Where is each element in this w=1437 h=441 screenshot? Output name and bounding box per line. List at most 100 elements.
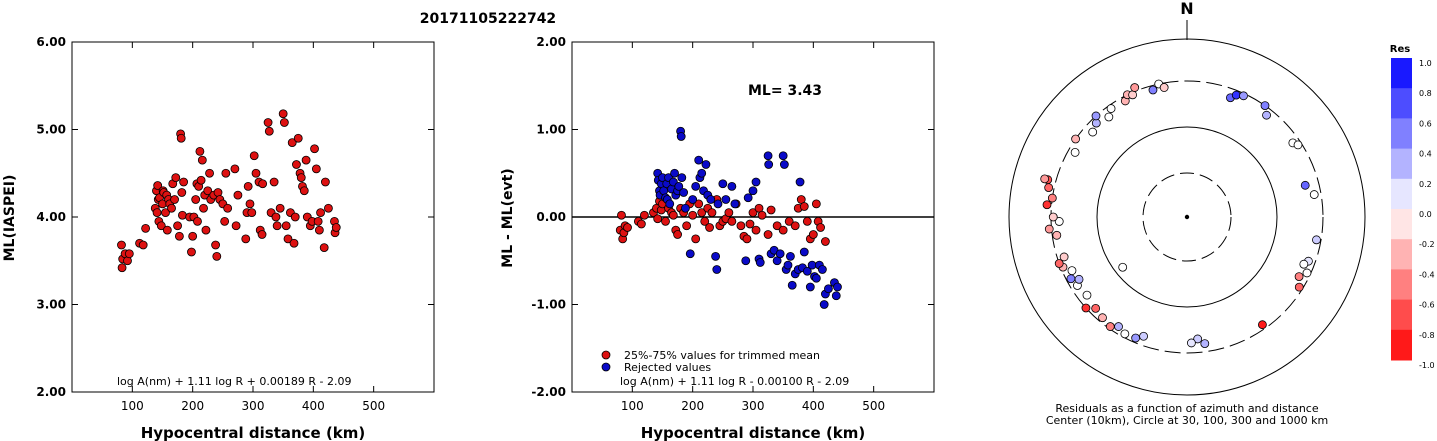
- data-point: [197, 155, 207, 165]
- data-point: [188, 231, 198, 241]
- station-point: [1200, 339, 1210, 348]
- x-tick-label: 100: [121, 399, 144, 413]
- data-point: [786, 251, 795, 261]
- colorbar-tick-label: -0.8: [1419, 331, 1435, 340]
- station-point: [1071, 134, 1080, 144]
- data-point: [727, 216, 737, 226]
- legend-rejected-marker: [601, 362, 611, 372]
- data-point: [764, 160, 774, 169]
- x-tick-label: 400: [802, 399, 825, 413]
- data-point: [817, 265, 827, 274]
- data-point: [697, 208, 707, 218]
- y-axis-label-2: ML - ML(evt): [500, 168, 516, 267]
- data-point: [193, 216, 202, 226]
- colorbar-tick-label: 0.4: [1419, 150, 1432, 159]
- data-point: [251, 168, 261, 178]
- station-point: [1231, 90, 1241, 100]
- station-point: [1040, 174, 1050, 184]
- y-tick-label: 2.00: [36, 385, 66, 399]
- data-point: [296, 173, 306, 183]
- station-point: [1048, 212, 1058, 222]
- y-tick-label: -2.00: [531, 385, 566, 399]
- data-point: [802, 266, 812, 276]
- ring-1000km: [1008, 38, 1366, 396]
- data-point: [778, 225, 788, 235]
- y-tick-label: 4.00: [36, 210, 66, 224]
- station-point: [1312, 235, 1321, 245]
- data-point: [795, 177, 805, 187]
- data-point: [171, 173, 181, 183]
- data-point: [685, 249, 695, 259]
- station-point: [1067, 266, 1077, 276]
- station-point: [1044, 183, 1054, 192]
- colorbar-cell: [1391, 209, 1412, 240]
- station-point: [1052, 230, 1062, 240]
- y-axis-ticks-2: -2.00 -1.00 0.00 1.00 2.00: [531, 35, 934, 399]
- data-point: [636, 219, 646, 229]
- colorbar-cell: [1391, 269, 1412, 301]
- data-point: [162, 225, 172, 235]
- data-point: [179, 177, 189, 187]
- data-point: [203, 186, 213, 196]
- station-point: [1042, 200, 1052, 210]
- station-point: [1193, 334, 1203, 344]
- data-point: [670, 168, 679, 178]
- data-point: [271, 212, 281, 222]
- residual-colorbar: Res 1.0 0.8 0.6 0.4 0.2 0.0 -0.2 -0.4 -0.6 -0.8 -1…: [1390, 44, 1435, 370]
- colorbar-cell: [1391, 58, 1412, 89]
- data-point: [191, 195, 201, 204]
- data-point: [688, 210, 698, 220]
- data-point: [730, 199, 740, 209]
- station-point: [1088, 127, 1098, 137]
- plot-frame-1: [71, 41, 435, 393]
- data-point: [221, 168, 231, 178]
- colorbar-cell: [1391, 299, 1412, 331]
- y-tick-label: 2.00: [536, 35, 566, 49]
- colorbar-tick-label: 0.2: [1419, 180, 1432, 189]
- y-tick-label: 6.00: [36, 35, 66, 49]
- colorbar-cell: [1391, 118, 1412, 150]
- x-tick-label: 200: [181, 399, 204, 413]
- data-point: [301, 155, 311, 165]
- data-point: [821, 237, 830, 246]
- station-point: [1262, 110, 1271, 120]
- data-point: [247, 208, 257, 218]
- data-point: [787, 280, 797, 290]
- data-point: [816, 223, 825, 232]
- station-point: [1186, 338, 1196, 348]
- legend-accepted-marker: [601, 350, 611, 360]
- data-point: [775, 249, 785, 259]
- data-point: [263, 118, 273, 127]
- station-point: [1294, 282, 1304, 292]
- station-point: [1070, 147, 1080, 157]
- data-point: [763, 230, 773, 239]
- data-point: [727, 181, 737, 191]
- legend-rejected-label: Rejected values: [624, 361, 711, 374]
- data-point: [258, 179, 268, 189]
- data-point: [290, 212, 300, 222]
- data-point: [741, 256, 751, 266]
- legend-accepted-label: 25%-75% values for trimmed mean: [624, 349, 820, 362]
- data-point: [745, 219, 755, 229]
- station-point: [1105, 322, 1115, 331]
- data-point: [205, 168, 214, 178]
- x-tick-label: 300: [742, 399, 765, 413]
- data-point: [751, 225, 761, 235]
- data-point: [778, 151, 788, 161]
- station-point: [1148, 85, 1158, 95]
- station-point: [1130, 83, 1140, 92]
- data-point: [269, 177, 279, 187]
- azimuth-residual-panel: N Residuals as a function of azimuth and…: [1008, 0, 1366, 427]
- data-point: [640, 210, 649, 220]
- station-point: [1054, 217, 1064, 226]
- x-tick-label: 200: [681, 399, 704, 413]
- colorbar-tick-label: 0.8: [1419, 89, 1432, 98]
- data-point: [779, 160, 789, 169]
- data-point: [688, 195, 698, 204]
- data-point: [177, 188, 187, 197]
- data-point: [278, 109, 288, 119]
- data-point: [681, 203, 690, 213]
- data-point: [117, 263, 127, 273]
- data-point: [241, 234, 251, 244]
- station-point: [1131, 333, 1141, 343]
